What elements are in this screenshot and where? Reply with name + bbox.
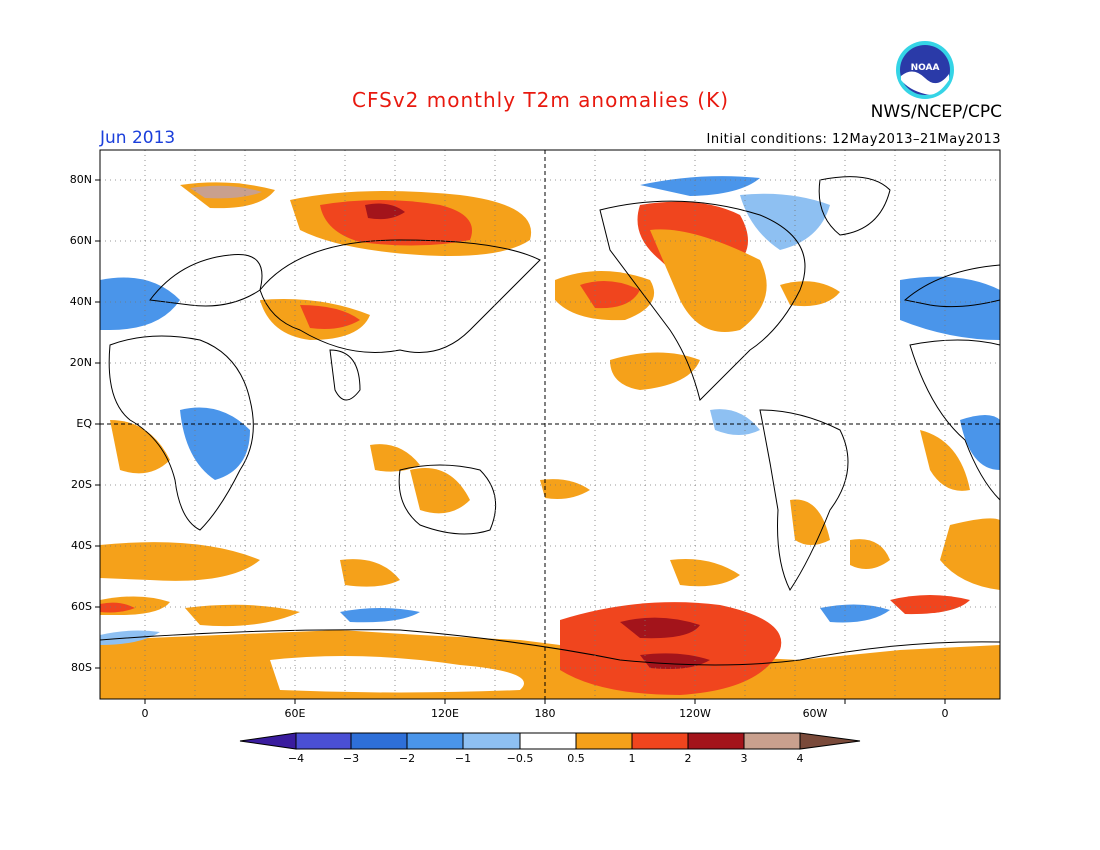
lon-label: 120E [431,707,459,720]
colorbar-label: 3 [740,752,748,765]
warm-region [185,604,300,627]
reference-lines [100,150,1000,699]
lon-label: 0 [941,707,949,720]
colorbar-swatch [575,732,633,750]
europe-coast-right [903,264,1000,308]
lat-label: 40S [71,539,92,552]
lat-label: 60N [69,234,92,247]
colorbar-label: −1 [454,752,472,765]
south-america-coast [759,409,849,591]
warm-region [100,602,135,613]
colorbar-label: −3 [342,752,360,765]
warm-region [940,518,1000,590]
colorbar-label: 2 [684,752,692,765]
cool-region [340,608,420,623]
agency-label: NWS/NCEP/CPC [870,102,1002,122]
colorbar-swatch [519,732,577,750]
lon-label: 0 [141,707,149,720]
lat-label: 20N [69,356,92,369]
lat-label: 60S [71,600,92,613]
africa-coast-right [909,339,1000,501]
forecast-month: Jun 2013 [100,128,176,148]
colorbar-swatch [406,732,464,750]
colorbar-swatch [743,732,801,750]
africa-coast [108,335,254,531]
colorbar-swatch [687,732,745,750]
cool-region [740,193,830,250]
lon-label: 60W [802,707,828,720]
lon-label: 180 [534,707,556,720]
colorbar-label: −2 [398,752,416,765]
lat-label: EQ [76,417,92,430]
warm-region [890,595,970,615]
antarctica-coast [100,629,1000,666]
coastlines [100,176,1000,666]
cool-region [270,656,524,693]
cool-region [900,276,1000,340]
warm-region [580,281,640,309]
lat-label: 40N [69,295,92,308]
colorbar-label: 4 [796,752,804,765]
initial-conditions: Initial conditions: 12May2013–21May2013 [706,132,1001,147]
colorbar-swatch [462,732,521,750]
warm-region [340,559,400,587]
lon-label: 120W [679,707,711,720]
greenland-coast [818,176,891,236]
warm-region [540,479,590,499]
noaa-logo: NOAA [896,41,954,99]
noaa-logo-text: NOAA [911,63,940,73]
colorbar-swatch [295,732,352,750]
cool-region [640,176,760,196]
lat-label: 80N [69,173,92,186]
asia-coast [259,239,541,353]
colorbar-swatch [631,732,689,750]
warm-region [100,542,260,581]
warm-region [560,602,782,695]
colorbar-min-arrow [239,732,297,750]
warm-region [610,352,700,390]
cool-region [180,407,250,480]
colorbar-swatch [350,732,408,750]
lat-label: 80S [71,661,92,674]
cool-region [960,415,1000,470]
colorbar-label: 1 [628,752,636,765]
hot-region [620,617,700,639]
north-america-coast [599,200,806,401]
warm-region [190,185,262,199]
warm-region [370,444,420,472]
map-title: CFSv2 monthly T2m anomalies (K) [352,88,729,112]
warm-region [110,420,170,474]
australia-coast [398,464,497,535]
warm-region [410,468,470,514]
warm-region [670,559,740,587]
gridlines [100,150,1000,699]
warm-region [650,229,767,332]
warm-region [320,200,472,246]
cool-region [100,277,180,330]
colorbar-max-arrow [799,732,861,750]
india-coast [329,349,361,401]
lat-label: 20S [71,478,92,491]
warm-region [300,305,360,329]
cool-region [710,409,760,435]
warm-region [850,539,890,569]
europe-coast [149,253,263,307]
tick-marks [95,179,946,704]
anomaly-fields [100,176,1000,699]
colorbar-label: 0.5 [567,752,585,765]
lon-label: 60E [284,707,306,720]
colorbar-label: −4 [287,752,305,765]
colorbar-label: −0.5 [506,752,534,765]
cool-region [820,604,890,623]
